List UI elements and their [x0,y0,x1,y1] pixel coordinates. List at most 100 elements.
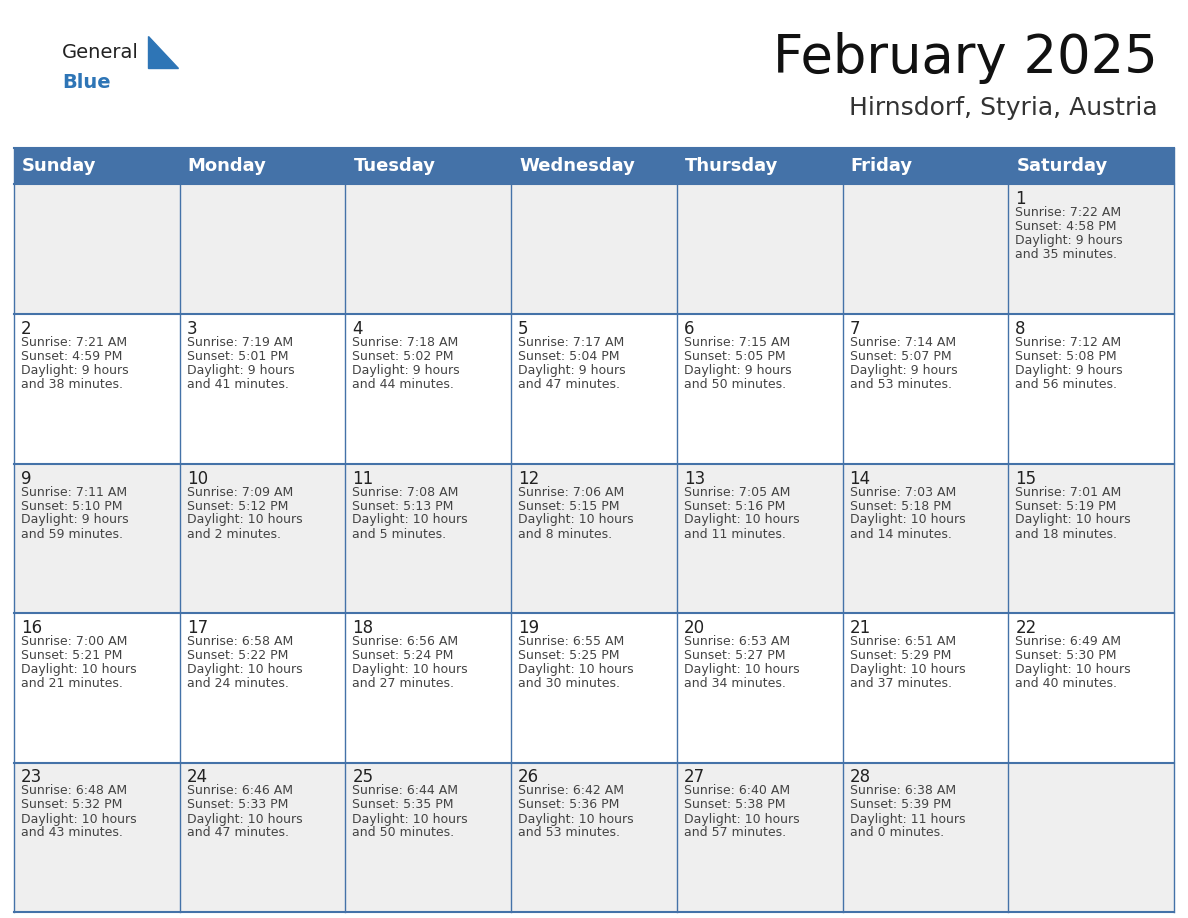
Text: and 53 minutes.: and 53 minutes. [849,378,952,391]
Bar [1009,148,1174,184]
Text: Sunset: 5:32 PM: Sunset: 5:32 PM [21,799,122,812]
Text: Sunset: 5:07 PM: Sunset: 5:07 PM [849,350,952,363]
Text: General: General [62,42,139,62]
Text: Daylight: 10 hours: Daylight: 10 hours [187,812,302,825]
Bar [842,763,1009,912]
Text: 22: 22 [1016,619,1037,637]
Bar [14,613,179,763]
Text: Daylight: 9 hours: Daylight: 9 hours [187,364,295,377]
Text: Sunset: 5:01 PM: Sunset: 5:01 PM [187,350,289,363]
Bar [1009,314,1174,464]
Text: Sunrise: 7:22 AM: Sunrise: 7:22 AM [1016,206,1121,219]
Text: Sunrise: 7:00 AM: Sunrise: 7:00 AM [21,635,127,648]
Text: 4: 4 [353,320,362,338]
Bar [677,613,842,763]
Text: Tuesday: Tuesday [353,157,436,175]
Text: Sunrise: 6:51 AM: Sunrise: 6:51 AM [849,635,955,648]
Text: Sunrise: 7:01 AM: Sunrise: 7:01 AM [1016,486,1121,498]
Text: Daylight: 10 hours: Daylight: 10 hours [353,812,468,825]
Text: 13: 13 [684,469,706,487]
Text: Sunset: 4:58 PM: Sunset: 4:58 PM [1016,220,1117,233]
Bar [842,314,1009,464]
Bar [179,763,346,912]
Text: Sunset: 5:33 PM: Sunset: 5:33 PM [187,799,287,812]
Text: Wednesday: Wednesday [519,157,636,175]
Text: Sunset: 5:27 PM: Sunset: 5:27 PM [684,649,785,662]
Bar [1009,613,1174,763]
Text: Daylight: 9 hours: Daylight: 9 hours [849,364,958,377]
Text: Sunset: 4:59 PM: Sunset: 4:59 PM [21,350,122,363]
Text: 3: 3 [187,320,197,338]
Text: Daylight: 9 hours: Daylight: 9 hours [1016,364,1123,377]
Text: 18: 18 [353,619,373,637]
Text: 9: 9 [21,469,32,487]
Text: Daylight: 9 hours: Daylight: 9 hours [21,364,128,377]
Text: Sunrise: 7:17 AM: Sunrise: 7:17 AM [518,336,625,349]
Text: 5: 5 [518,320,529,338]
Bar [14,464,179,613]
Text: and 41 minutes.: and 41 minutes. [187,378,289,391]
Bar [346,613,511,763]
Text: Daylight: 10 hours: Daylight: 10 hours [518,663,633,676]
Text: 25: 25 [353,768,373,787]
Text: Daylight: 10 hours: Daylight: 10 hours [353,513,468,527]
Text: 17: 17 [187,619,208,637]
Bar [346,314,511,464]
Bar [842,184,1009,314]
Text: and 8 minutes.: and 8 minutes. [518,528,612,541]
Bar [677,184,842,314]
Bar [14,184,179,314]
Text: Daylight: 9 hours: Daylight: 9 hours [353,364,460,377]
Text: Sunrise: 7:12 AM: Sunrise: 7:12 AM [1016,336,1121,349]
Text: Sunset: 5:10 PM: Sunset: 5:10 PM [21,499,122,512]
Bar [842,613,1009,763]
Text: Daylight: 11 hours: Daylight: 11 hours [849,812,965,825]
Text: 11: 11 [353,469,374,487]
Text: and 50 minutes.: and 50 minutes. [353,826,455,839]
Text: Daylight: 10 hours: Daylight: 10 hours [849,663,965,676]
Text: and 5 minutes.: and 5 minutes. [353,528,447,541]
Text: Sunrise: 7:18 AM: Sunrise: 7:18 AM [353,336,459,349]
Text: Sunrise: 7:09 AM: Sunrise: 7:09 AM [187,486,293,498]
Bar [346,763,511,912]
Bar [1009,184,1174,314]
Text: February 2025: February 2025 [773,32,1158,84]
Text: 2: 2 [21,320,32,338]
Text: Daylight: 9 hours: Daylight: 9 hours [684,364,791,377]
Text: 23: 23 [21,768,43,787]
Text: Sunset: 5:18 PM: Sunset: 5:18 PM [849,499,952,512]
Text: Sunset: 5:29 PM: Sunset: 5:29 PM [849,649,950,662]
Text: and 59 minutes.: and 59 minutes. [21,528,124,541]
Text: 20: 20 [684,619,704,637]
Bar [677,763,842,912]
Text: 14: 14 [849,469,871,487]
Text: Sunset: 5:21 PM: Sunset: 5:21 PM [21,649,122,662]
Text: 16: 16 [21,619,42,637]
Text: Sunrise: 7:11 AM: Sunrise: 7:11 AM [21,486,127,498]
Text: Daylight: 10 hours: Daylight: 10 hours [684,663,800,676]
Text: 1: 1 [1016,190,1026,208]
Text: and 0 minutes.: and 0 minutes. [849,826,943,839]
Text: Sunset: 5:05 PM: Sunset: 5:05 PM [684,350,785,363]
Text: Daylight: 9 hours: Daylight: 9 hours [21,513,128,527]
Bar [346,464,511,613]
Text: Sunrise: 7:14 AM: Sunrise: 7:14 AM [849,336,955,349]
Text: Sunset: 5:04 PM: Sunset: 5:04 PM [518,350,620,363]
Bar [179,148,346,184]
Text: Daylight: 10 hours: Daylight: 10 hours [684,812,800,825]
Text: Daylight: 10 hours: Daylight: 10 hours [684,513,800,527]
Text: and 53 minutes.: and 53 minutes. [518,826,620,839]
Text: Sunset: 5:15 PM: Sunset: 5:15 PM [518,499,620,512]
Text: Sunrise: 7:21 AM: Sunrise: 7:21 AM [21,336,127,349]
Text: Daylight: 9 hours: Daylight: 9 hours [518,364,626,377]
Text: Sunrise: 6:58 AM: Sunrise: 6:58 AM [187,635,293,648]
Polygon shape [148,36,178,68]
Text: Daylight: 10 hours: Daylight: 10 hours [1016,663,1131,676]
Text: and 30 minutes.: and 30 minutes. [518,677,620,690]
Text: Monday: Monday [188,157,266,175]
Text: and 47 minutes.: and 47 minutes. [518,378,620,391]
Text: Blue: Blue [62,73,110,92]
Text: Sunday: Sunday [23,157,96,175]
Text: 26: 26 [518,768,539,787]
Bar [842,148,1009,184]
